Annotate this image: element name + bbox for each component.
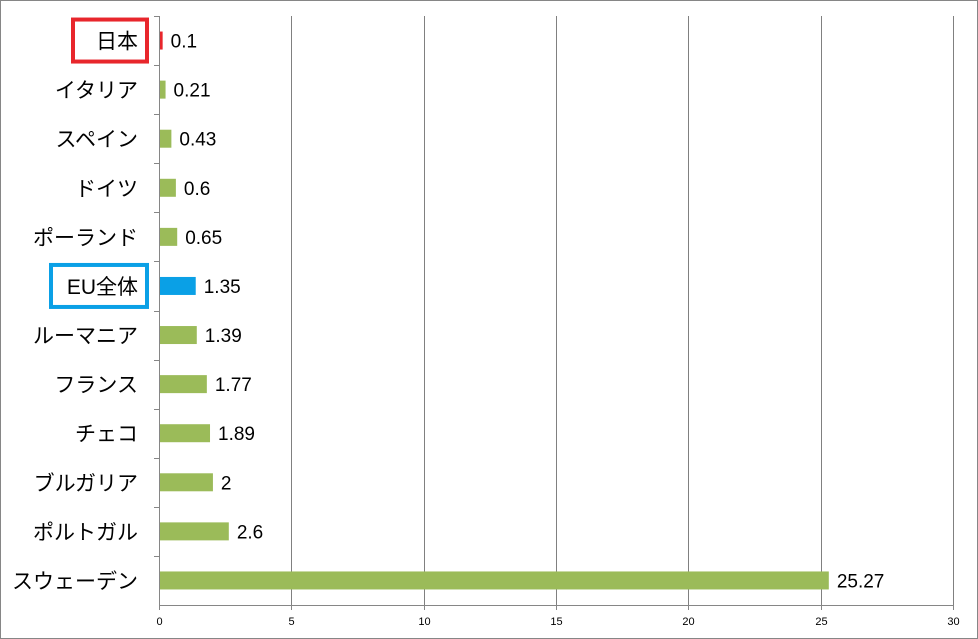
x-tick-label-15: 15 — [550, 616, 562, 628]
x-tick-label-10: 10 — [418, 616, 430, 628]
bar-ポルトガル — [160, 522, 229, 541]
bar-フランス — [160, 375, 207, 394]
bar-スペイン — [160, 129, 172, 148]
bar-イタリア — [160, 80, 166, 99]
category-label-ルーマニア: ルーマニア — [33, 325, 138, 348]
highlight-box-EU全体 — [49, 262, 149, 309]
data-label-スウェーデン: 25.27 — [837, 571, 885, 592]
category-label-ポルトガル: ポルトガル — [33, 521, 138, 544]
category-label-EU全体: EU全体 — [67, 276, 138, 299]
bar-チェコ — [160, 424, 211, 443]
axes — [154, 16, 954, 610]
data-label-ブルガリア: 2 — [221, 473, 232, 494]
category-label-チェコ: チェコ — [75, 423, 138, 446]
data-label-日本: 0.1 — [171, 32, 197, 53]
category-label-ドイツ: ドイツ — [75, 178, 138, 201]
data-label-フランス: 1.77 — [215, 375, 252, 396]
bar-日本 — [160, 31, 163, 50]
data-label-スペイン: 0.43 — [179, 130, 216, 151]
bars — [160, 31, 829, 590]
category-label-スウェーデン: スウェーデン — [12, 570, 138, 593]
x-tick-label-20: 20 — [682, 616, 694, 628]
data-label-ポルトガル: 2.6 — [237, 522, 263, 543]
x-tick-label-30: 30 — [947, 616, 959, 628]
x-tick-label-25: 25 — [815, 616, 827, 628]
bar-ドイツ — [160, 178, 176, 197]
category-label-フランス: フランス — [54, 374, 138, 397]
category-label-イタリア: イタリア — [55, 80, 138, 103]
x-tick-label-0: 0 — [156, 616, 162, 628]
bar-EU全体 — [160, 276, 196, 295]
data-label-ルーマニア: 1.39 — [205, 326, 242, 347]
data-label-ポーランド: 0.65 — [185, 228, 222, 249]
data-label-ドイツ: 0.6 — [184, 179, 210, 200]
bar-ルーマニア — [160, 326, 197, 345]
highlight-box-日本 — [71, 17, 149, 64]
data-label-イタリア: 0.21 — [174, 81, 211, 102]
bar-スウェーデン — [160, 571, 829, 590]
category-label-ポーランド: ポーランド — [33, 227, 138, 250]
x-tick-label-5: 5 — [288, 616, 294, 628]
gridlines — [291, 16, 954, 605]
labels: 0 5 10 15 20 25 30 0.1 日本 0.21 イタリア 0.43 スペイン 0.6 ドイツ 0… — [12, 17, 960, 628]
bar-ポーランド — [160, 227, 178, 246]
category-label-スペイン: スペイン — [55, 129, 138, 152]
data-label-チェコ: 1.89 — [218, 424, 255, 445]
category-label-ブルガリア: ブルガリア — [34, 472, 138, 495]
bar-ブルガリア — [160, 473, 213, 492]
category-label-日本: 日本 — [96, 31, 138, 54]
data-label-EU全体: 1.35 — [204, 277, 241, 298]
